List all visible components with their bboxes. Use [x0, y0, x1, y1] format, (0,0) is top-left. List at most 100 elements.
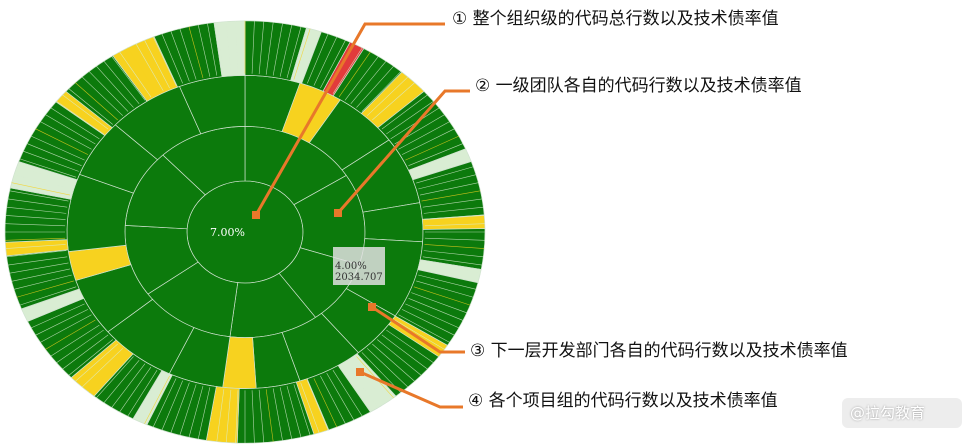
- ring4-stripe-54: [398, 314, 450, 343]
- ring4-stripe-159: [235, 20, 239, 74]
- ring4-stripe-27: [401, 128, 455, 155]
- ring4-stripe-72: [300, 382, 320, 433]
- ring4-stripe-18: [361, 71, 402, 112]
- ring4-stripe-2: [258, 21, 265, 75]
- ring4-stripe-111: [19, 286, 77, 306]
- leader-2: [336, 89, 470, 214]
- watermark: @拉勾教育: [842, 398, 962, 428]
- ring4-stripe-34: [419, 182, 479, 196]
- ring4-stripe-33: [418, 174, 477, 190]
- ring4-stripe-110: [23, 292, 79, 314]
- ring4-stripe-88: [170, 382, 190, 433]
- ring4-stripe-35: [421, 190, 481, 202]
- ring4-stripe-67: [332, 370, 363, 417]
- leader-4: [359, 370, 463, 409]
- ring4-stripe-61: [366, 348, 409, 388]
- ring4-stripe-101: [68, 339, 114, 376]
- ring4-stripe-114: [11, 268, 71, 282]
- ring4-stripe-44: [422, 256, 483, 266]
- ring4-stripe-157: [216, 22, 225, 75]
- ring4-stripe-131: [26, 143, 82, 166]
- ring4-stripe-146: [119, 51, 152, 98]
- ring4-stripe-3: [265, 22, 274, 75]
- ring4-stripe-100: [75, 343, 118, 382]
- ring1-segment-0[interactable]: [186, 180, 304, 284]
- ring4-stripe-48: [416, 280, 474, 298]
- ring4-stripe-86: [188, 385, 204, 438]
- ring4-stripe-99: [81, 348, 124, 388]
- ring4-stripe-74: [286, 385, 302, 438]
- ring4-stripe-79: [251, 390, 255, 444]
- ring4-stripe-122: [5, 215, 66, 220]
- ring4-stripe-93: [127, 370, 158, 417]
- ring4-stripe-59: [376, 339, 422, 376]
- ring4-stripe-39: [424, 223, 485, 227]
- ring4-stripe-98: [88, 352, 129, 393]
- ring4-stripe-102: [62, 334, 109, 370]
- ring4-stripe-85: [197, 387, 211, 440]
- ring4-stripe-28: [405, 135, 459, 161]
- leader-1-marker: [252, 211, 260, 219]
- ring4-stripe-75: [279, 387, 293, 440]
- ring4-stripe-53: [401, 309, 455, 336]
- ring4-stripe-32: [416, 166, 474, 184]
- ring4-stripe-81: [235, 390, 239, 444]
- ring4-stripe-118: [5, 244, 66, 249]
- ring4-stripe-135: [45, 114, 96, 145]
- ring4-stripe-119: [5, 237, 66, 241]
- ring4-stripe-91: [144, 375, 170, 424]
- ring4-stripe-60: [372, 343, 415, 382]
- ring4-stripe-23: [386, 101, 434, 135]
- ring4-stripe-13: [332, 47, 363, 94]
- ring4-stripe-15: [344, 56, 379, 101]
- ring4-stripe-145: [111, 56, 146, 101]
- leader-3: [371, 305, 465, 354]
- ring4-stripe-10: [313, 36, 338, 86]
- ring4-stripe-96: [103, 359, 140, 404]
- ring4-stripe-8: [300, 31, 320, 82]
- ring4-stripe-84: [207, 388, 218, 441]
- ring4-stripe-66: [338, 366, 371, 413]
- ring4-stripe-125: [9, 190, 69, 202]
- ring4-stripe-92: [135, 372, 164, 421]
- ring4-stripe-147: [127, 47, 158, 94]
- ring4-stripe-108: [31, 303, 85, 329]
- ring4-stripe-109: [26, 298, 82, 321]
- ring4-stripe-94: [119, 366, 152, 413]
- ring4-stripe-73: [293, 384, 311, 436]
- ring4-stripe-51: [408, 298, 464, 321]
- tooltip-percent: 4.00%: [335, 261, 367, 272]
- ring4-stripe-87: [179, 384, 197, 436]
- ring4-stripe-4: [272, 23, 283, 76]
- ring4-stripe-29: [408, 143, 464, 166]
- ring4-stripe-155: [197, 24, 211, 77]
- ring4-stripe-36: [422, 198, 483, 208]
- ring4-stripe-83: [216, 389, 225, 442]
- ring4-stripe-78: [258, 389, 265, 443]
- ring4-stripe-69: [320, 375, 346, 424]
- ring4-stripe-7: [293, 28, 311, 80]
- ring4-stripe-50: [411, 292, 467, 314]
- ring4-stripe-127: [13, 174, 72, 190]
- ring4-stripe-143: [96, 65, 134, 108]
- ring4-stripe-70: [313, 378, 338, 428]
- ring4-stripe-31: [413, 158, 471, 178]
- ring4-stripe-71: [307, 380, 329, 431]
- ring4-stripe-150: [152, 36, 177, 86]
- ring4-stripe-148: [135, 43, 164, 92]
- ring4-stripe-144: [103, 60, 140, 105]
- ring4-stripe-124: [7, 198, 68, 208]
- ring4-stripe-152: [170, 31, 190, 82]
- ring4-stripe-141: [81, 76, 124, 116]
- ring4-stripe-49: [413, 286, 471, 306]
- annotation-level-1: ① 整个组织级的代码总行数以及技术债率值: [452, 9, 779, 29]
- ring4-stripe-95: [111, 363, 146, 408]
- ring4-stripe-45: [421, 262, 481, 274]
- leader-1: [254, 22, 445, 216]
- ring4-stripe-82: [225, 389, 232, 443]
- ring4-stripe-133: [35, 128, 89, 155]
- ring4-stripe-128: [16, 166, 74, 184]
- ring4-stripe-17: [356, 65, 394, 108]
- ring4-stripe-126: [11, 182, 71, 196]
